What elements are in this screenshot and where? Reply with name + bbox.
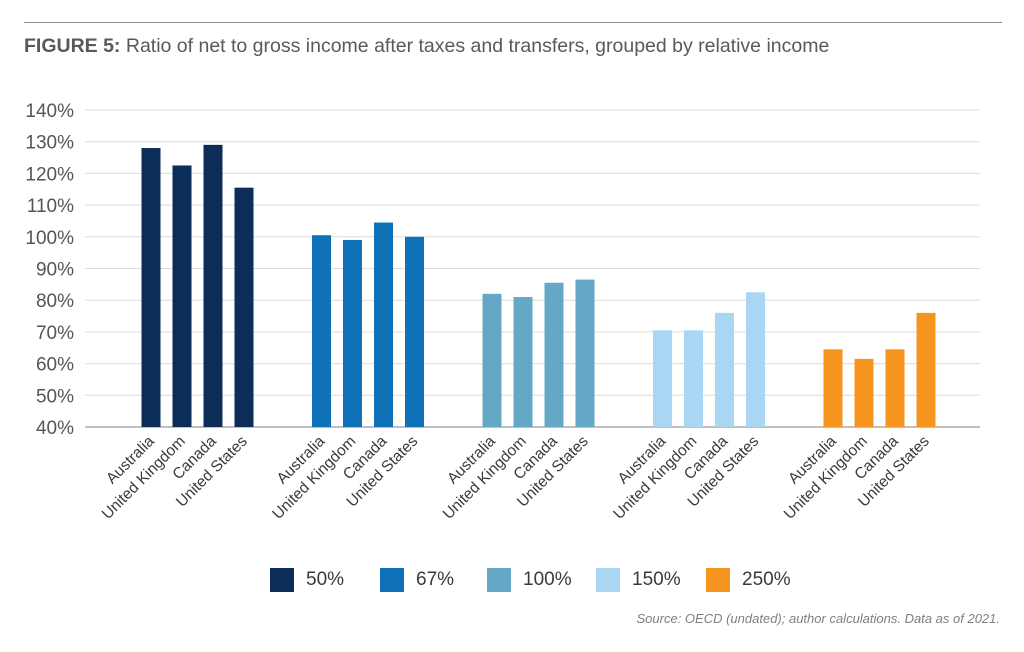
bar [544, 282, 564, 427]
y-tick-label: 120% [25, 164, 74, 185]
y-tick-label: 50% [36, 386, 74, 407]
y-tick-label: 110% [27, 196, 74, 217]
legend-item-100: 100% [487, 567, 572, 593]
bar [746, 292, 765, 427]
legend-label: 50% [306, 569, 345, 590]
bar [141, 148, 161, 428]
legend-swatch [706, 568, 730, 592]
legend-item-250: 250% [706, 567, 791, 593]
bar [234, 187, 254, 427]
bar [172, 165, 192, 427]
bar [575, 279, 595, 427]
y-tick-label: 130% [25, 133, 74, 154]
legend-label: 150% [632, 569, 681, 590]
legend-item-50: 50% [270, 567, 344, 593]
bar [513, 297, 533, 427]
bar [823, 349, 843, 427]
legend-item-150: 150% [596, 567, 681, 593]
y-tick-label: 80% [36, 291, 74, 312]
legend-swatch [596, 568, 620, 592]
bar [374, 222, 393, 427]
figure-title: FIGURE 5: Ratio of net to gross income a… [24, 35, 829, 58]
bar [405, 236, 424, 427]
bar [684, 330, 703, 427]
y-tick-label: 90% [36, 260, 74, 281]
legend-label: 250% [742, 569, 791, 590]
y-tick-label: 40% [36, 418, 74, 439]
bar [343, 239, 362, 427]
legend-label: 100% [523, 569, 572, 590]
bar [482, 293, 502, 427]
legend-label: 67% [416, 569, 455, 590]
y-tick-label: 140% [25, 101, 74, 122]
y-tick-label: 100% [25, 228, 74, 249]
bar-chart: 40%50%60%70%80%90%100%110%120%130%140%Au… [25, 101, 980, 523]
figure-label: FIGURE 5: [24, 35, 121, 57]
bar [854, 358, 874, 427]
bar [916, 312, 936, 427]
y-tick-label: 70% [36, 323, 74, 344]
source-note: Source: OECD (undated); author calculati… [636, 611, 1000, 626]
bar [312, 235, 331, 427]
bar [885, 349, 905, 427]
legend-swatch [270, 568, 294, 592]
legend-swatch [380, 568, 404, 592]
bar [653, 330, 672, 427]
y-tick-label: 60% [36, 355, 74, 376]
bar [715, 312, 734, 427]
legend-swatch [487, 568, 511, 592]
top-rule [24, 22, 1002, 23]
legend-item-67: 67% [380, 567, 454, 593]
bar [203, 144, 223, 427]
figure-title-text: Ratio of net to gross income after taxes… [125, 35, 830, 57]
